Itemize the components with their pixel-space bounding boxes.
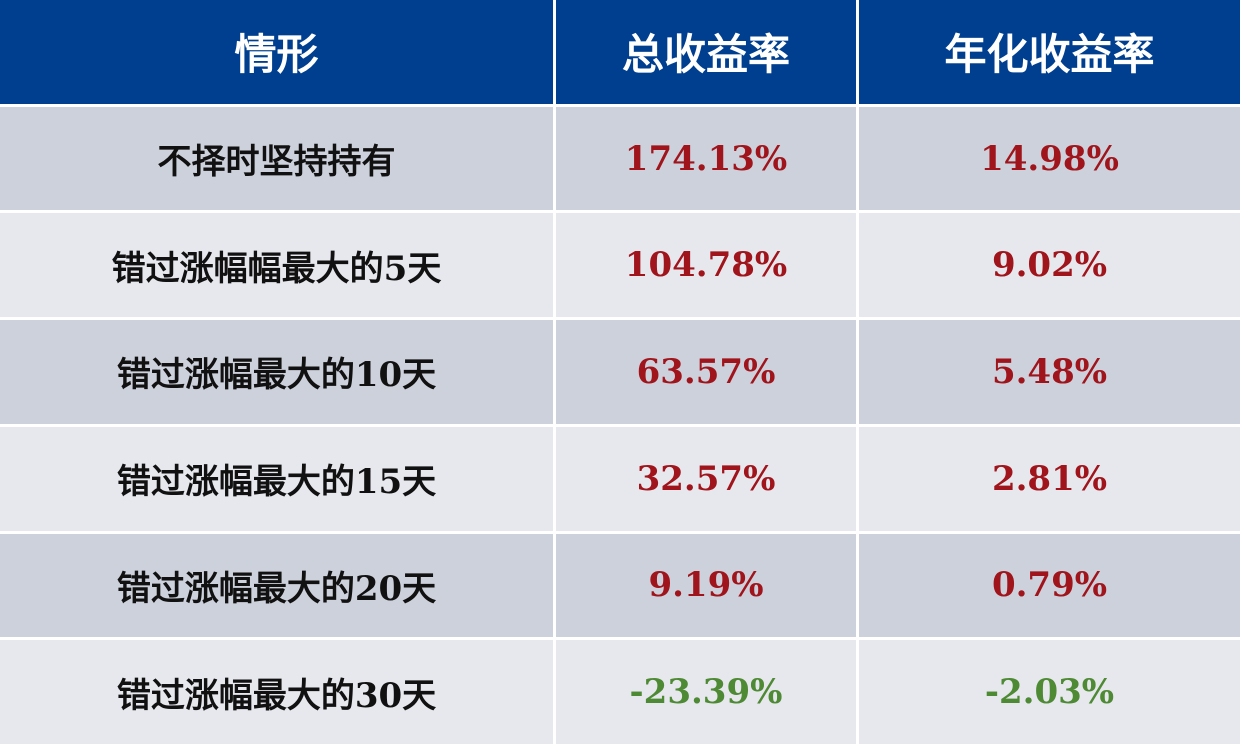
row-label: 错过涨幅最大的10天 [0,320,553,424]
value-cell: -23.39% [556,640,856,744]
value-cell: 9.02% [859,213,1240,318]
value-cell: 174.13% [556,106,856,211]
value-cell: 63.57% [556,320,856,424]
row-label: 错过涨幅最大的30天 [0,640,553,744]
value-cell: 14.98% [859,106,1240,211]
value-cell: 2.81% [859,426,1240,531]
value-cell: 104.78% [556,213,856,318]
value-cell: 32.57% [556,426,856,531]
header-cell: 情形 [0,0,553,104]
row-label: 错过涨幅最大的15天 [0,426,553,531]
row-label: 不择时坚持持有 [0,106,553,211]
header-cell: 总收益率 [556,0,856,104]
row-label: 错过涨幅幅最大的5天 [0,213,553,318]
header-cell: 年化收益率 [859,0,1240,104]
row-label: 错过涨幅最大的20天 [0,533,553,638]
value-cell: -2.03% [859,640,1240,744]
value-cell: 9.19% [556,533,856,638]
value-cell: 0.79% [859,533,1240,638]
value-cell: 5.48% [859,320,1240,424]
